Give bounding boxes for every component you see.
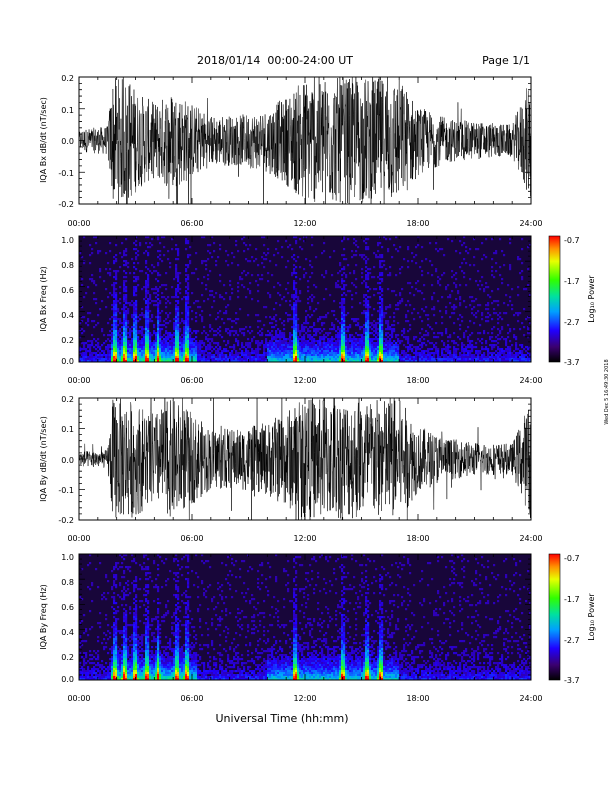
y-tick-label: -0.2 (58, 516, 74, 525)
y-tick-label: 0.4 (61, 311, 74, 320)
x-tick-label: 18:00 (406, 219, 429, 228)
axis-tick-marks (78, 397, 532, 521)
panel-bx-spectrogram: 1.0 0.8 0.6 0.4 0.2 0.0 00:00 06:00 12:0… (39, 235, 596, 385)
y-tick-label: 0.2 (61, 74, 74, 83)
x-tick-label: 12:00 (293, 219, 316, 228)
bx-spectrogram-cells (79, 236, 532, 363)
by-dbdt-trace (79, 398, 531, 520)
bx-colorbar (548, 235, 561, 363)
colorbar-tick-label: -2.7 (564, 318, 580, 327)
x-tick-label: 24:00 (519, 694, 542, 703)
y-tick-label: 0.2 (61, 336, 74, 345)
x-tick-label: 24:00 (519, 376, 542, 385)
y-tick-label: 0.2 (61, 653, 74, 662)
y-tick-label: 0.2 (61, 395, 74, 404)
x-tick-label: 12:00 (293, 694, 316, 703)
x-tick-label: 24:00 (519, 219, 542, 228)
x-tick-label: 12:00 (293, 534, 316, 543)
colorbar-tick-label: -0.7 (564, 236, 580, 245)
x-tick-label: 00:00 (67, 376, 90, 385)
x-tick-label: 18:00 (406, 376, 429, 385)
x-tick-label: 24:00 (519, 534, 542, 543)
y-tick-label: 0.0 (61, 357, 74, 366)
by-colorbar (548, 553, 561, 681)
y-tick-label: -0.1 (58, 169, 74, 178)
by-dbdt-ticks (78, 397, 532, 521)
x-tick-label: 06:00 (180, 219, 203, 228)
generation-timestamp: Wed Dec 5 16:49:30 2018 (604, 359, 610, 424)
bx-dbdt-ylabel: IQA Bx dB/dt (nT/sec) (39, 97, 48, 183)
x-tick-label: 06:00 (180, 534, 203, 543)
axis-tick-marks (78, 76, 532, 205)
colorbar-tick-label: -0.7 (564, 554, 580, 563)
y-tick-label: 0.0 (61, 137, 74, 146)
y-tick-label: 0.1 (61, 106, 74, 115)
y-tick-label: 0.4 (61, 628, 74, 637)
by-dbdt-ylabel: IQA By dB/dt (nT/sec) (39, 416, 48, 502)
panel-by-dbdt: 0.2 0.1 0.0 -0.1 -0.2 00:00 06:00 12:00 … (39, 395, 543, 543)
y-tick-label: 1.0 (61, 236, 74, 245)
universal-time-xlabel: Universal Time (hh:mm) (216, 712, 349, 725)
y-tick-label: 0.8 (61, 578, 74, 587)
x-tick-label: 18:00 (406, 534, 429, 543)
x-tick-label: 00:00 (67, 534, 90, 543)
by-spectrogram-cells (79, 554, 532, 681)
y-tick-label: 0.0 (61, 675, 74, 684)
x-tick-label: 00:00 (67, 694, 90, 703)
bx-dbdt-ticks (78, 76, 532, 205)
y-tick-label: 0.0 (61, 456, 74, 465)
page-number: Page 1/1 (482, 54, 530, 67)
date-range-title: 2018/01/14 00:00-24:00 UT (197, 54, 353, 67)
y-tick-label: 0.6 (61, 286, 74, 295)
colorbar-tick-label: -1.7 (564, 595, 580, 604)
dbdt-series-line (79, 398, 531, 520)
y-tick-label: 0.6 (61, 603, 74, 612)
bx-dbdt-trace (79, 77, 531, 204)
y-tick-label: 0.8 (61, 261, 74, 270)
panel-by-spectrogram: 1.0 0.8 0.6 0.4 0.2 0.0 00:00 06:00 12:0… (39, 553, 596, 703)
colorbar-tick-label: -3.7 (564, 676, 580, 685)
x-tick-label: 06:00 (180, 694, 203, 703)
y-tick-label: 1.0 (61, 553, 74, 562)
y-tick-label: -0.1 (58, 486, 74, 495)
colorbar-tick-label: -1.7 (564, 277, 580, 286)
x-tick-label: 00:00 (67, 219, 90, 228)
bx-spectrogram-ticks (78, 235, 532, 363)
axis-tick-marks (78, 553, 532, 681)
x-tick-label: 12:00 (293, 376, 316, 385)
colorbar-label: Log₁₀ Power (587, 275, 596, 323)
bx-spectrogram-ylabel: IQA Bx Freq (Hz) (39, 266, 48, 332)
x-tick-label: 18:00 (406, 694, 429, 703)
y-tick-label: 0.1 (61, 425, 74, 434)
dbdt-series-line (79, 77, 531, 204)
colorbar-tick-label: -3.7 (564, 358, 580, 367)
axis-tick-marks (78, 235, 532, 363)
by-spectrogram-ticks (78, 553, 532, 681)
x-tick-label: 06:00 (180, 376, 203, 385)
panel-bx-dbdt: 0.2 0.1 0.0 -0.1 -0.2 00:00 06:00 12:00 … (39, 74, 543, 228)
colorbar-tick-label: -2.7 (564, 636, 580, 645)
colorbar-label: Log₁₀ Power (587, 593, 596, 641)
y-tick-label: -0.2 (58, 200, 74, 209)
by-spectrogram-ylabel: IQA By Freq (Hz) (39, 584, 48, 650)
